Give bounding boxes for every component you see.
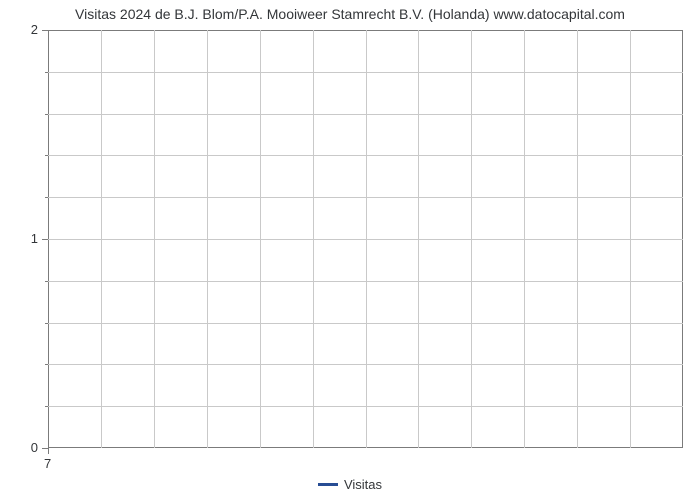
ytick-minor <box>45 197 48 198</box>
ytick-minor <box>45 406 48 407</box>
ytick-minor <box>45 155 48 156</box>
gridline-horizontal-minor <box>48 281 683 282</box>
chart-container: Visitas 2024 de B.J. Blom/P.A. Mooiweer … <box>0 0 700 500</box>
gridline-horizontal-major <box>48 239 683 240</box>
ylabel: 1 <box>31 231 38 246</box>
gridline-horizontal-minor <box>48 155 683 156</box>
gridline-horizontal-minor <box>48 72 683 73</box>
legend: Visitas <box>0 476 700 492</box>
ytick-major <box>42 30 48 31</box>
gridline-horizontal-minor <box>48 406 683 407</box>
xtick <box>48 448 49 454</box>
ytick-major <box>42 239 48 240</box>
gridline-horizontal-minor <box>48 364 683 365</box>
legend-label: Visitas <box>344 477 382 492</box>
plot-area <box>48 30 683 448</box>
ytick-minor <box>45 72 48 73</box>
ytick-minor <box>45 281 48 282</box>
gridline-horizontal-minor <box>48 114 683 115</box>
gridline-horizontal-minor <box>48 197 683 198</box>
ytick-minor <box>45 114 48 115</box>
ylabel: 0 <box>31 440 38 455</box>
gridline-horizontal-minor <box>48 323 683 324</box>
legend-swatch <box>318 483 338 486</box>
chart-title: Visitas 2024 de B.J. Blom/P.A. Mooiweer … <box>0 6 700 22</box>
ylabel: 2 <box>31 22 38 37</box>
xlabel: 7 <box>44 456 51 471</box>
ytick-minor <box>45 364 48 365</box>
ytick-minor <box>45 323 48 324</box>
